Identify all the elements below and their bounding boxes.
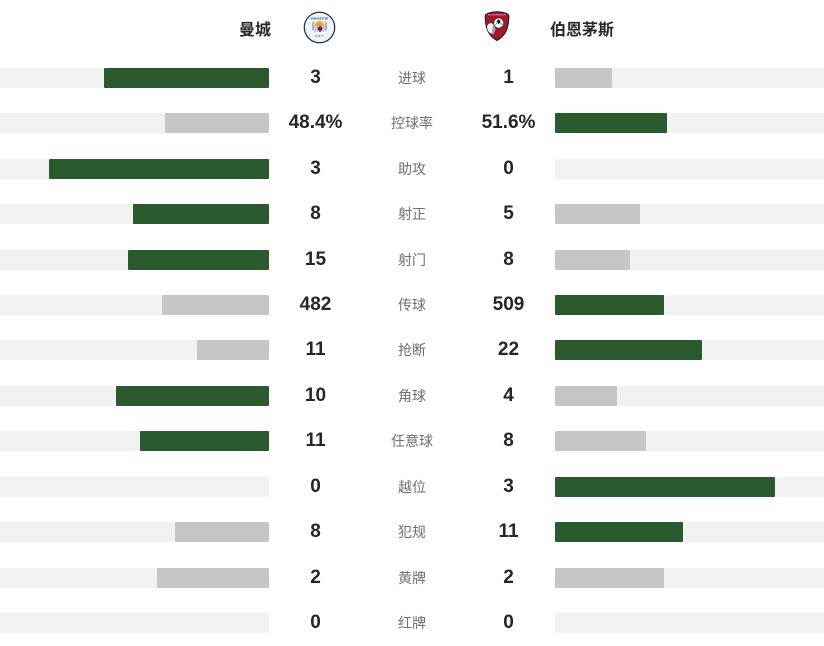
svg-text:CITY: CITY: [315, 35, 323, 38]
svg-text:MANCHESTER: MANCHESTER: [311, 18, 329, 21]
svg-text:AFC BOURNEMOUTH: AFC BOURNEMOUTH: [488, 13, 507, 16]
